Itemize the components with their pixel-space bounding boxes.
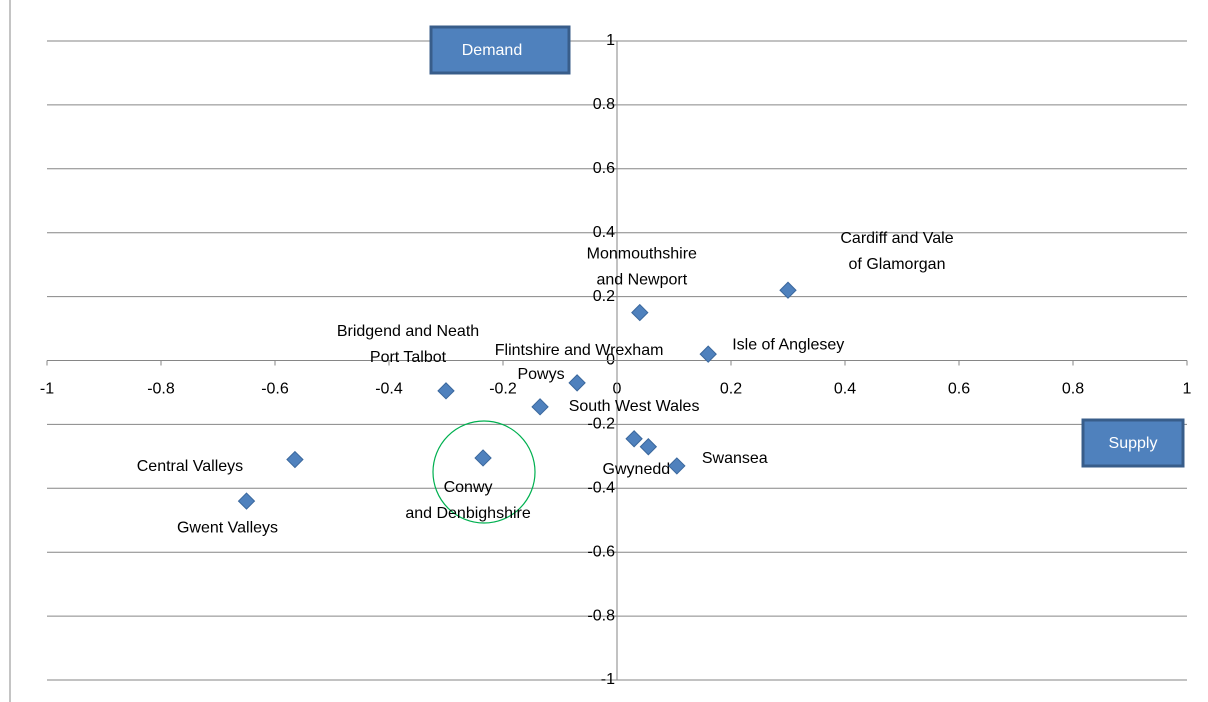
x-tick-label: 0.6 — [948, 381, 970, 398]
y-tick-label: -0.8 — [587, 607, 615, 624]
point-label: Gwent Valleys — [177, 519, 278, 536]
supply-box — [1081, 418, 1185, 468]
data-point — [531, 398, 549, 416]
data-point — [779, 281, 797, 299]
demand-box — [429, 25, 571, 75]
point-label: Monmouthshire and Newport — [587, 246, 697, 289]
x-tick-label: -1 — [40, 381, 54, 398]
data-point — [625, 430, 643, 448]
y-tick-label: 0.2 — [593, 288, 615, 305]
demand-label: Demand — [462, 42, 522, 59]
x-tick-label: -0.4 — [375, 381, 403, 398]
y-tick-label: 0.4 — [593, 224, 615, 241]
x-tick-label: 0.8 — [1062, 381, 1084, 398]
data-point — [699, 345, 717, 363]
data-point — [668, 457, 686, 475]
y-tick-label: 0.6 — [593, 160, 615, 177]
x-tick-label: -0.6 — [261, 381, 289, 398]
data-point — [437, 382, 455, 400]
data-point — [237, 492, 256, 510]
x-tick-label: 1 — [1183, 381, 1192, 398]
data-point — [568, 374, 586, 392]
point-label: Gwynedd — [603, 461, 671, 478]
data-point — [286, 450, 304, 469]
supply-label: Supply — [1109, 435, 1158, 452]
point-label: Conwy and Denbighshire — [405, 479, 531, 522]
point-label: South West Wales — [569, 398, 700, 415]
point-label: Flintshire and Wrexham — [495, 342, 664, 359]
y-tick-label: 1 — [606, 32, 615, 49]
y-tick-label: -1 — [601, 671, 615, 688]
point-label: Powys — [517, 366, 564, 383]
highlight-circle — [432, 420, 536, 524]
y-tick-label: 0.8 — [593, 96, 615, 113]
data-point — [631, 303, 649, 322]
point-label: Cardiff and Vale of Glamorgan — [840, 230, 953, 273]
point-label: Swansea — [702, 450, 768, 467]
x-tick-label: 0.4 — [834, 381, 856, 398]
point-label: Isle of Anglesey — [732, 336, 844, 353]
y-tick-label: -0.2 — [587, 416, 615, 433]
x-tick-label: 0.2 — [720, 381, 742, 398]
data-point — [639, 438, 658, 456]
data-point — [474, 449, 492, 467]
point-label: Central Valleys — [137, 458, 243, 475]
x-tick-label: -0.8 — [147, 381, 175, 398]
y-tick-label: -0.6 — [587, 543, 615, 560]
point-label: Bridgend and Neath Port Talbot — [337, 323, 479, 366]
x-tick-label: -0.2 — [489, 381, 517, 398]
y-tick-label: -0.4 — [587, 480, 615, 497]
